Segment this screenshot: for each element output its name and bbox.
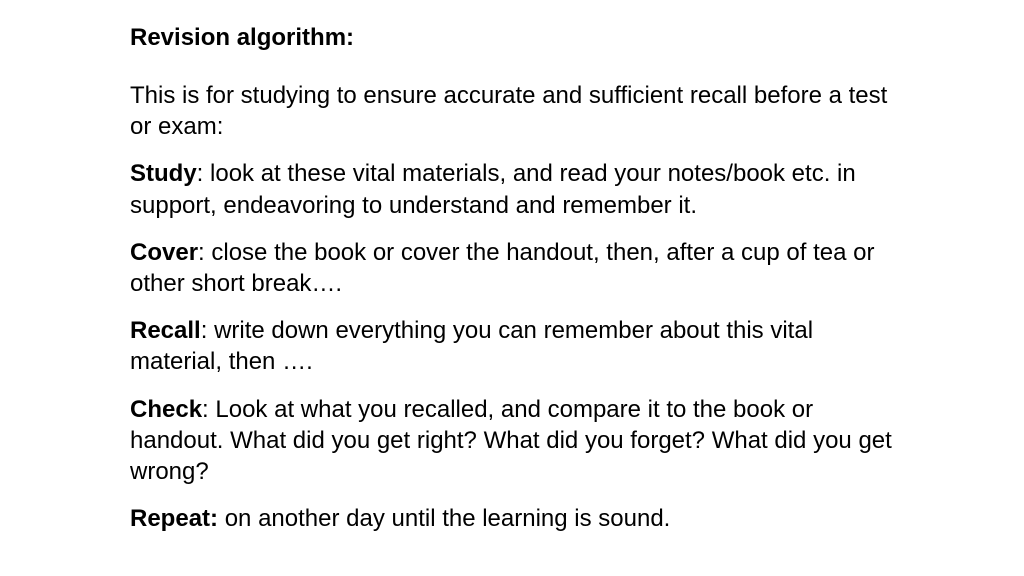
step-separator: : <box>202 396 215 423</box>
step-text: close the book or cover the handout, the… <box>130 239 874 297</box>
step-label: Repeat: <box>130 505 218 532</box>
step-separator <box>218 505 225 532</box>
step-text: on another day until the learning is sou… <box>225 505 671 532</box>
step-text: write down everything you can remember a… <box>130 317 813 375</box>
step-label: Study <box>130 160 197 187</box>
step-label: Check <box>130 396 202 423</box>
step-separator: : <box>198 239 211 266</box>
step-separator: : <box>197 160 210 187</box>
step-recall: Recall: write down everything you can re… <box>130 315 894 377</box>
step-label: Cover <box>130 239 198 266</box>
document-heading: Revision algorithm: <box>130 24 894 52</box>
step-text: look at these vital materials, and read … <box>130 160 856 218</box>
step-check: Check: Look at what you recalled, and co… <box>130 394 894 488</box>
step-study: Study: look at these vital materials, an… <box>130 158 894 220</box>
step-cover: Cover: close the book or cover the hando… <box>130 237 894 299</box>
intro-paragraph: This is for studying to ensure accurate … <box>130 80 894 142</box>
step-label: Recall <box>130 317 201 344</box>
step-repeat: Repeat: on another day until the learnin… <box>130 503 894 534</box>
step-text: Look at what you recalled, and compare i… <box>130 396 892 485</box>
step-separator: : <box>201 317 214 344</box>
